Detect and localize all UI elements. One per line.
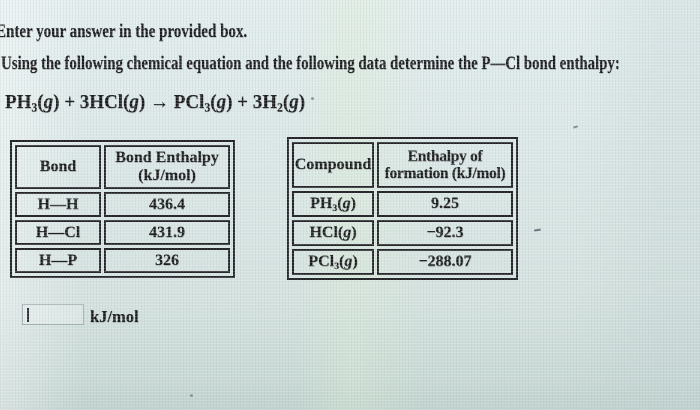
- bond-enthalpy-table: Bond Bond Enthalpy (kJ/mol) H—H 436.4 H—…: [10, 140, 235, 278]
- formation-enthalpy-table: Compound Enthalpy of formation (kJ/mol) …: [287, 137, 518, 280]
- enthalpy-cell: 436.4: [104, 192, 230, 217]
- bond-cell: H—H: [15, 192, 101, 217]
- photo-artifact: [311, 97, 314, 100]
- header-line: (kJ/mol): [138, 167, 196, 184]
- table-row: PCl3(g) −288.07: [292, 249, 513, 275]
- table-row: H—P 326: [15, 248, 230, 273]
- formation-table-header-value: Enthalpy of formation (kJ/mol): [377, 142, 513, 188]
- table-row: H—H 436.4: [15, 192, 230, 217]
- formation-value-cell: −288.07: [377, 249, 513, 275]
- text-cursor: [27, 308, 29, 322]
- photo-artifact: [572, 125, 579, 129]
- unit-label: kJ/mol: [90, 307, 139, 326]
- formation-table-header-row: Compound Enthalpy of formation (kJ/mol): [292, 142, 513, 188]
- enthalpy-cell: 431.9: [104, 220, 230, 245]
- photo-artifact: [533, 228, 542, 232]
- bond-table-header-row: Bond Bond Enthalpy (kJ/mol): [15, 145, 230, 189]
- enthalpy-cell: 326: [104, 248, 230, 273]
- header-line: Bond Enthalpy: [115, 149, 219, 167]
- instruction-text: Enter your answer in the provided box.: [0, 21, 248, 42]
- formation-table-header-compound: Compound: [292, 142, 374, 188]
- bond-cell: H—Cl: [15, 220, 101, 245]
- table-row: PH3(g) 9.25: [292, 191, 513, 217]
- compound-cell: PH3(g): [292, 191, 374, 217]
- table-row: HCl(g) −92.3: [292, 220, 513, 246]
- compound-cell: HCl(g): [292, 220, 374, 246]
- formation-value-cell: −92.3: [377, 220, 513, 246]
- table-row: H—Cl 431.9: [15, 220, 230, 245]
- question-text: Using the following chemical equation an…: [1, 53, 620, 74]
- formation-value-cell: 9.25: [377, 191, 513, 217]
- header-line: formation (kJ/mol): [384, 165, 506, 182]
- header-line: Enthalpy of: [407, 147, 483, 165]
- bond-table-header-bond: Bond: [15, 145, 101, 189]
- chemical-equation: PH3(g) + 3HCl(g) → PCl3(g) + 3H2(g): [5, 91, 306, 115]
- bond-table-header-enthalpy: Bond Enthalpy (kJ/mol): [104, 145, 230, 189]
- bond-cell: H—P: [15, 248, 101, 273]
- photo-artifact: [190, 394, 193, 397]
- answer-input[interactable]: [22, 304, 84, 325]
- compound-cell: PCl3(g): [292, 249, 374, 275]
